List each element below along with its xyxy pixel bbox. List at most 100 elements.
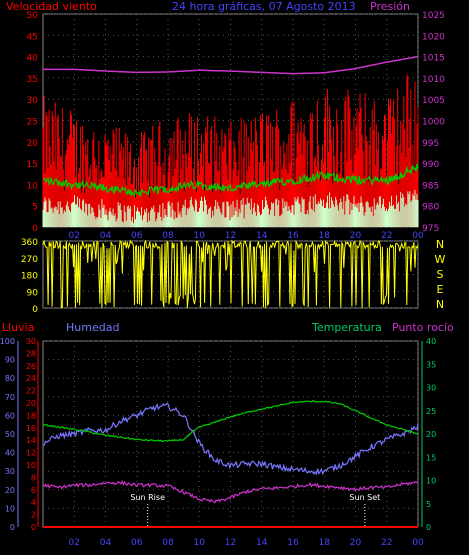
hour-tick-label: 00 — [412, 231, 424, 241]
rain-tick-label: 6 — [31, 486, 36, 495]
rain-label: Lluvia — [2, 321, 34, 334]
humidity-tick-label: 30 — [5, 467, 15, 476]
pressure-tick-label: 1005 — [422, 96, 445, 106]
hour-tick-label: 02 — [69, 538, 80, 548]
humidity-tick-label: 90 — [5, 356, 15, 365]
humidity-tick-label: 50 — [5, 430, 15, 439]
rain-tick-label: 4 — [31, 498, 36, 507]
temperature-tick-label: 0 — [426, 523, 431, 532]
temperature-tick-label: 25 — [426, 407, 436, 416]
hour-tick-label: 02 — [69, 231, 80, 241]
humidity-tick-label: 10 — [5, 504, 15, 513]
compass-label: N — [436, 238, 444, 251]
pressure-tick-label: 980 — [422, 203, 439, 213]
temperature-tick-label: 10 — [426, 477, 436, 486]
direction-tick-label: 180 — [21, 272, 38, 282]
pressure-tick-label: 1000 — [422, 118, 445, 128]
temperature-line — [42, 400, 419, 443]
hour-tick-label: 12 — [225, 231, 236, 241]
compass-label: N — [436, 298, 444, 311]
pressure-tick-label: 1010 — [422, 75, 445, 85]
pressure-label: Presión — [370, 0, 410, 13]
humidity-label: Humedad — [66, 321, 119, 334]
rain-tick-label: 14 — [26, 436, 36, 445]
hour-tick-label: 22 — [381, 231, 392, 241]
pressure-tick-label: 985 — [422, 181, 439, 191]
pressure-tick-label: 1025 — [422, 11, 445, 21]
temperature-tick-label: 35 — [426, 360, 436, 369]
pressure-line — [43, 55, 419, 75]
pressure-tick-label: 1015 — [422, 54, 445, 64]
rain-tick-label: 24 — [26, 374, 36, 383]
direction-tick-label: 90 — [27, 288, 39, 298]
rain-tick-label: 16 — [26, 424, 36, 433]
hour-tick-label: 08 — [162, 231, 174, 241]
humidity-tick-label: 100 — [0, 337, 15, 346]
sun-event-label: Sun Rise — [130, 493, 165, 502]
hour-tick-label: 18 — [319, 231, 331, 241]
hour-tick-label: 08 — [162, 538, 174, 548]
hour-tick-label: 04 — [100, 231, 112, 241]
compass-label: W — [435, 253, 446, 266]
rain-tick-label: 10 — [26, 461, 36, 470]
humidity-tick-label: 0 — [10, 523, 15, 532]
pressure-tick-label: 975 — [422, 224, 439, 234]
avg-wind-line — [42, 163, 419, 197]
compass-label: E — [437, 283, 444, 296]
rain-tick-label: 20 — [26, 399, 36, 408]
compass-label: S — [437, 268, 444, 281]
rain-tick-label: 12 — [26, 449, 36, 458]
wind-speed-label: Velocidad viento — [6, 0, 97, 13]
wind-speed-tick-label: 5 — [32, 203, 38, 213]
wind-speed-tick-label: 35 — [27, 75, 38, 85]
humidity-tick-label: 60 — [5, 411, 15, 420]
hour-tick-label: 00 — [412, 538, 424, 548]
rain-humidity-temp-panel: Lluvia Humedad Temperatura Punto rocío 0… — [0, 321, 454, 548]
hour-tick-label: 06 — [131, 231, 143, 241]
hour-tick-label: 06 — [131, 538, 143, 548]
temperature-tick-label: 40 — [426, 337, 436, 346]
humidity-line — [42, 402, 419, 476]
hour-tick-label: 10 — [194, 538, 206, 548]
hour-tick-label: 20 — [350, 538, 362, 548]
direction-tick-label: 360 — [21, 238, 38, 248]
pressure-tick-label: 990 — [422, 160, 439, 170]
wind-speed-tick-label: 20 — [27, 139, 39, 149]
pressure-tick-label: 1020 — [422, 32, 445, 42]
wind-speed-tick-label: 0 — [32, 224, 38, 234]
wind-speed-tick-label: 45 — [27, 32, 38, 42]
temperature-tick-label: 30 — [426, 384, 436, 393]
hour-tick-label: 10 — [194, 231, 206, 241]
rain-tick-label: 8 — [31, 473, 36, 482]
rain-tick-label: 18 — [26, 411, 36, 420]
direction-tick-label: 270 — [21, 255, 38, 265]
rain-tick-label: 28 — [26, 349, 36, 358]
hour-tick-label: 20 — [350, 231, 362, 241]
hour-tick-label: 16 — [287, 538, 299, 548]
wind-speed-tick-label: 50 — [27, 11, 39, 21]
wind-speed-tick-label: 30 — [27, 96, 39, 106]
wind-direction-trace — [42, 239, 419, 309]
temperature-tick-label: 5 — [426, 500, 431, 509]
dewpoint-label: Punto rocío — [392, 321, 454, 334]
rain-tick-label: 2 — [31, 511, 36, 520]
dewpoint-line — [42, 479, 419, 504]
sun-event-label: Sun Set — [349, 493, 380, 502]
hour-tick-label: 18 — [319, 538, 331, 548]
temperature-tick-label: 20 — [426, 430, 436, 439]
rain-tick-label: 22 — [26, 387, 36, 396]
humidity-tick-label: 80 — [5, 374, 15, 383]
direction-tick-label: 0 — [32, 305, 38, 315]
pressure-tick-label: 995 — [422, 139, 439, 149]
wind-speed-tick-label: 15 — [27, 160, 38, 170]
hour-tick-label: 14 — [256, 538, 268, 548]
hour-tick-label: 12 — [225, 538, 236, 548]
humidity-tick-label: 40 — [5, 449, 15, 458]
humidity-tick-label: 20 — [5, 486, 15, 495]
hour-tick-label: 16 — [287, 231, 299, 241]
humidity-tick-label: 70 — [5, 393, 15, 402]
wind-speed-tick-label: 40 — [27, 54, 39, 64]
temperature-label: Temperatura — [311, 321, 382, 334]
